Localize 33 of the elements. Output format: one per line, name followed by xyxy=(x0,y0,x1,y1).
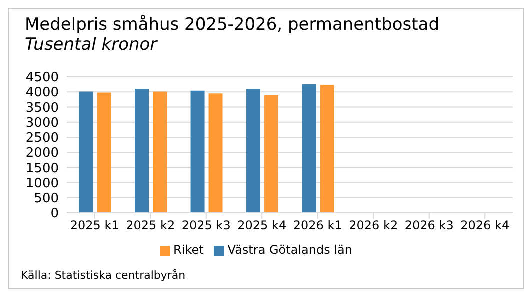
bar xyxy=(190,90,205,213)
x-tick-label: 2026 k3 xyxy=(404,218,454,233)
y-tick-label: 2000 xyxy=(26,146,59,162)
chart-subtitle: Tusental kronor xyxy=(25,35,159,55)
y-tick-label: 4000 xyxy=(26,86,59,101)
x-tick-label: 2026 k1 xyxy=(293,218,342,233)
legend-label: Riket xyxy=(174,243,204,257)
bar xyxy=(246,89,261,213)
x-tick-label: 2025 k1 xyxy=(70,218,120,233)
y-tick-label: 0 xyxy=(50,206,59,222)
y-tick-label: 1500 xyxy=(26,161,59,176)
y-tick-label: 4500 xyxy=(26,70,59,86)
x-tick-label: 2025 k2 xyxy=(126,218,176,233)
bar xyxy=(79,92,94,213)
bar xyxy=(135,89,150,213)
y-tick-label: 3500 xyxy=(26,100,59,116)
bar xyxy=(264,95,279,213)
bar xyxy=(153,92,168,213)
legend-label: Västra Götalands län xyxy=(228,243,352,257)
y-tick-label: 2500 xyxy=(26,131,59,146)
bar xyxy=(320,85,334,213)
x-tick-label: 2026 k2 xyxy=(349,218,398,233)
y-tick-label: 3000 xyxy=(26,116,59,131)
y-tick-label: 1000 xyxy=(26,176,59,192)
bar xyxy=(208,94,223,213)
x-tick-label: 2025 k4 xyxy=(238,218,287,233)
y-tick-label: 500 xyxy=(34,192,59,207)
bar xyxy=(302,84,316,213)
x-tick-label: 2025 k3 xyxy=(182,218,231,233)
chart-title: Medelpris småhus 2025-2026, permanentbostad xyxy=(25,15,440,35)
bar xyxy=(97,92,112,213)
x-tick-label: 2026 k4 xyxy=(460,218,510,233)
text: Källa: Statistiska centralbyrån xyxy=(21,269,186,282)
